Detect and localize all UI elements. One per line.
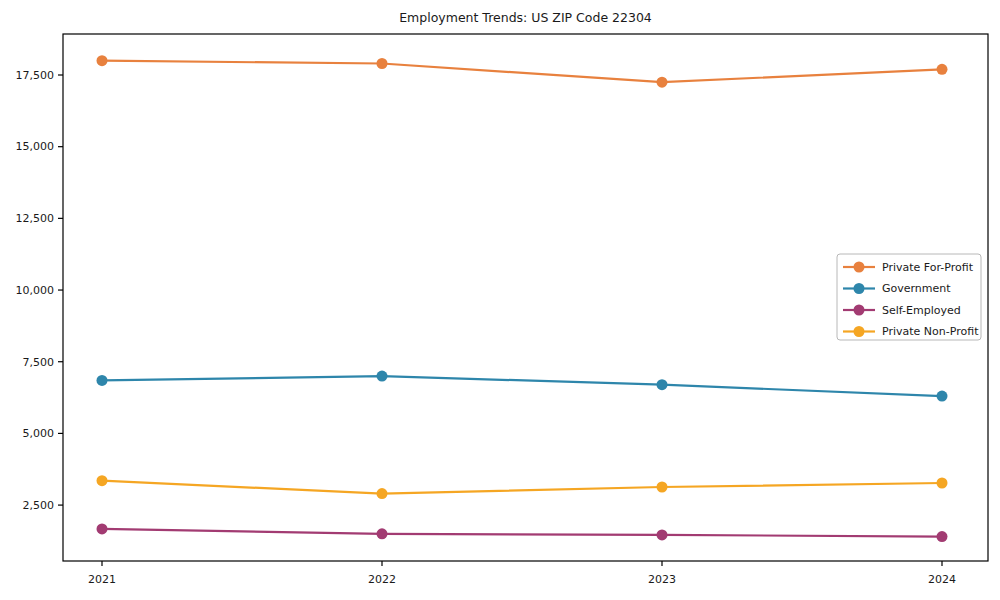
series-marker-self-employed [937,531,948,542]
x-axis-tick-label: 2024 [928,573,956,586]
series-marker-self-employed [377,528,388,539]
legend-label-private-for-profit: Private For-Profit [882,261,974,274]
series-marker-government [937,391,948,402]
series-marker-self-employed [657,529,668,540]
series-marker-self-employed [97,523,108,534]
legend-swatch-marker-private-non-profit [854,326,865,337]
x-axis-tick-label: 2022 [368,573,396,586]
y-axis-tick-label: 12,500 [16,212,55,225]
series-marker-private-non-profit [97,475,108,486]
series-marker-private-for-profit [657,77,668,88]
series-line-private-for-profit [102,61,942,82]
y-axis-tick-label: 7,500 [23,356,55,369]
y-axis-tick-label: 17,500 [16,69,55,82]
y-axis-tick-label: 10,000 [16,284,55,297]
series-marker-private-non-profit [937,478,948,489]
legend-swatch-marker-private-for-profit [854,262,865,273]
legend-label-government: Government [882,282,951,295]
y-axis-tick-label: 15,000 [16,140,55,153]
series-marker-government [657,379,668,390]
series-line-self-employed [102,529,942,537]
series-marker-private-non-profit [377,488,388,499]
series-marker-government [377,371,388,382]
series-line-private-non-profit [102,481,942,494]
employment-trends-line-chart: 2,500 5,000 7,500 10,000 12,500 15,000 17,500 2… [0,0,1000,600]
series-marker-private-non-profit [657,482,668,493]
employment-trends-figure: Employment Trends: US ZIP Code 22304 2,5… [0,0,1000,600]
y-axis-tick-label: 2,500 [23,499,55,512]
legend-label-private-non-profit: Private Non-Profit [882,325,979,338]
series-marker-government [97,375,108,386]
series-line-government [102,376,942,396]
series-marker-private-for-profit [937,64,948,75]
legend-swatch-marker-government [854,283,865,294]
x-axis-tick-label: 2023 [648,573,676,586]
legend-swatch-marker-self-employed [854,305,865,316]
x-axis-tick-label: 2021 [88,573,116,586]
y-axis-tick-label: 5,000 [23,427,55,440]
legend-label-self-employed: Self-Employed [882,304,961,317]
series-marker-private-for-profit [97,55,108,66]
series-marker-private-for-profit [377,58,388,69]
